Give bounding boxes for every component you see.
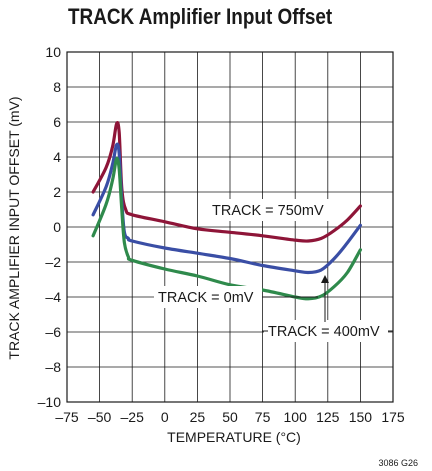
annotation-400: TRACK = 400mV bbox=[268, 324, 380, 340]
series-line-1 bbox=[91, 142, 362, 275]
y-tick-label: 0 bbox=[53, 219, 61, 235]
y-axis-label: TRACK AMPLIFIER INPUT OFFSET (mV) bbox=[6, 96, 22, 359]
arrow-head bbox=[321, 275, 329, 283]
annotation-0-bg bbox=[154, 286, 262, 308]
x-tick-label: –75 bbox=[55, 409, 79, 425]
x-tick-label: 175 bbox=[381, 409, 405, 425]
x-tick-label: 75 bbox=[255, 409, 271, 425]
series-line-0 bbox=[91, 121, 362, 243]
x-tick-label: –25 bbox=[121, 409, 145, 425]
annotation-750-bg bbox=[208, 199, 338, 221]
chart-title: TRACK Amplifier Input Offset bbox=[68, 4, 333, 29]
plot-frame bbox=[66, 51, 394, 403]
x-axis-label: TEMPERATURE (°C) bbox=[167, 429, 301, 445]
y-tick-label: –4 bbox=[45, 289, 61, 305]
x-tick-label: 100 bbox=[284, 409, 308, 425]
x-tick-labels: –75 –50 –25 0 25 50 75 100 125 150 175 bbox=[55, 409, 405, 425]
x-tick-label: 125 bbox=[316, 409, 340, 425]
x-tick-label: 25 bbox=[190, 409, 206, 425]
y-tick-label: 8 bbox=[53, 79, 61, 95]
y-tick-label: –8 bbox=[45, 359, 61, 375]
figure-code: 3086 G26 bbox=[378, 458, 418, 468]
grid-lines bbox=[67, 52, 393, 402]
y-tick-label: –2 bbox=[45, 254, 61, 270]
y-tick-label: –6 bbox=[45, 324, 61, 340]
annotation-400-bg bbox=[264, 320, 388, 342]
series-curves bbox=[91, 121, 362, 301]
y-tick-label: 2 bbox=[53, 184, 61, 200]
y-tick-label: 10 bbox=[45, 44, 61, 60]
y-tick-labels: 10 8 6 4 2 0 –2 –4 –6 –8 –10 bbox=[38, 44, 62, 410]
y-tick-label: 4 bbox=[53, 149, 61, 165]
annotation-0: TRACK = 0mV bbox=[158, 290, 254, 306]
x-tick-label: –50 bbox=[88, 409, 112, 425]
y-tick-label: 6 bbox=[53, 114, 61, 130]
x-tick-label: 50 bbox=[222, 409, 238, 425]
x-tick-label: 150 bbox=[349, 409, 373, 425]
y-tick-label: –10 bbox=[38, 394, 62, 410]
x-tick-label: 0 bbox=[161, 409, 169, 425]
annotation-750: TRACK = 750mV bbox=[212, 203, 324, 219]
series-line-2 bbox=[91, 156, 362, 301]
